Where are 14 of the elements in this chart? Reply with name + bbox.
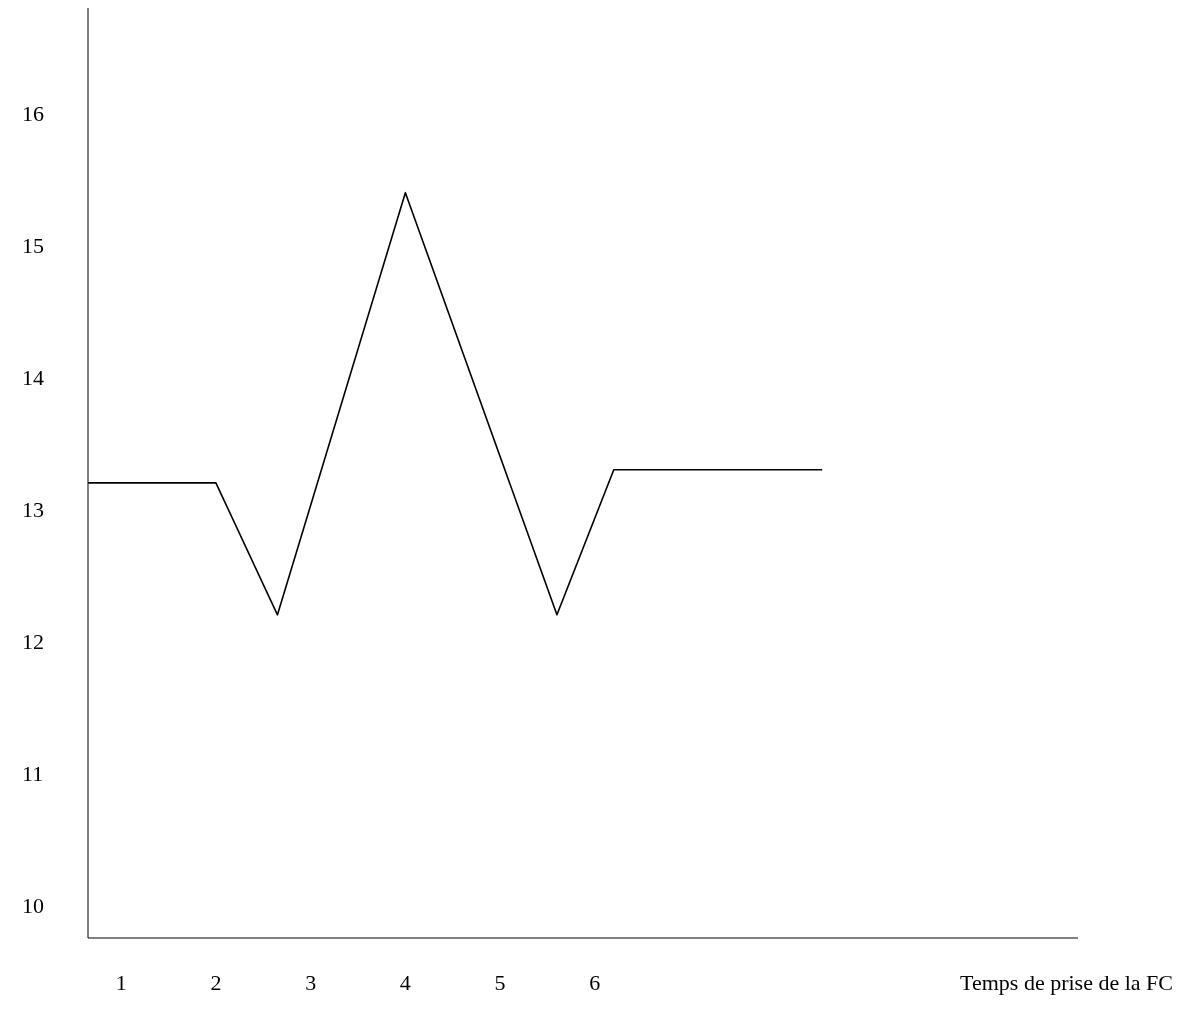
x-tick-label: 5	[494, 969, 506, 995]
x-tick-label: 1	[115, 969, 127, 995]
x-tick-label: 3	[305, 969, 317, 995]
y-tick-label: 14	[22, 365, 44, 391]
x-axis-title: Temps de prise de la FC	[960, 970, 1173, 995]
x-tick-label: 2	[210, 969, 222, 995]
x-tick-label: 6	[589, 969, 601, 995]
x-tick-label: 4	[399, 969, 411, 995]
y-tick-label: 10	[22, 892, 44, 918]
y-tick-label: 12	[22, 629, 44, 654]
y-tick-label: 16	[22, 101, 44, 127]
y-tick-label: 15	[22, 233, 44, 259]
y-tick-label: 13	[22, 497, 44, 523]
y-tick-label: 11	[22, 760, 44, 786]
